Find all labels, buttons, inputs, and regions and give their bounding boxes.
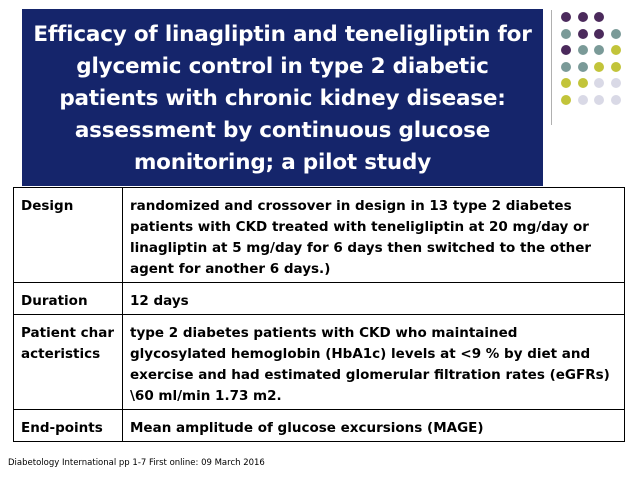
title-line: monitoring; a pilot study [133,149,432,175]
citation-footnote: Diabetology International pp 1-7 First o… [8,458,265,468]
decorative-dot [594,94,604,105]
row-label: Duration [13,282,123,315]
decorative-dot [561,94,571,105]
row-value: Mean amplitude of glucose excursions (MA… [122,409,625,442]
table-row: Patient characteristics type 2 diabetes … [13,314,625,410]
title-line: patients with chronic kidney disease: [59,85,506,111]
decorative-dot [577,12,588,22]
decorative-dot [577,28,588,39]
row-label: Patient characteristics [13,314,123,410]
row-value: type 2 diabetes patients with CKD who ma… [122,314,625,410]
title-line: assessment by continuous glucose [74,117,491,143]
decorative-dot [594,78,604,88]
decorative-dot [594,28,604,39]
row-label: Design [13,187,123,283]
row-value: 12 days [122,282,625,315]
decorative-divider [551,10,552,125]
decorative-dot [594,45,604,55]
decorative-dot [561,61,571,72]
decorative-dot [610,28,621,39]
decorative-dot [561,78,571,88]
decorative-dot [610,45,621,55]
decorative-dot [577,61,588,72]
row-value: randomized and crossover in design in 13… [122,187,625,283]
decorative-dot [577,78,588,88]
title-line: Efficacy of linagliptin and teneliglipti… [33,21,532,47]
decorative-dot [577,94,588,105]
table-row: Design randomized and crossover in desig… [13,187,625,283]
title-box: Efficacy of linagliptin and teneliglipti… [22,9,543,186]
decorative-dot [577,45,588,55]
table-row: End-points Mean amplitude of glucose exc… [13,409,625,442]
row-label: End-points [13,409,123,442]
decorative-dot [594,12,604,22]
slide-title: Efficacy of linagliptin and teneliglipti… [33,19,531,179]
study-summary-table: Design randomized and crossover in desig… [13,187,625,442]
decorative-dot [561,45,571,55]
table-row: Duration 12 days [13,282,625,315]
title-line: glycemic control in type 2 diabetic [76,53,489,79]
decorative-dot [610,78,621,88]
decorative-dot [610,94,621,105]
decorative-dot [561,12,571,22]
decorative-dot [561,28,571,39]
decorative-dot [610,61,621,72]
decorative-dot [594,61,604,72]
